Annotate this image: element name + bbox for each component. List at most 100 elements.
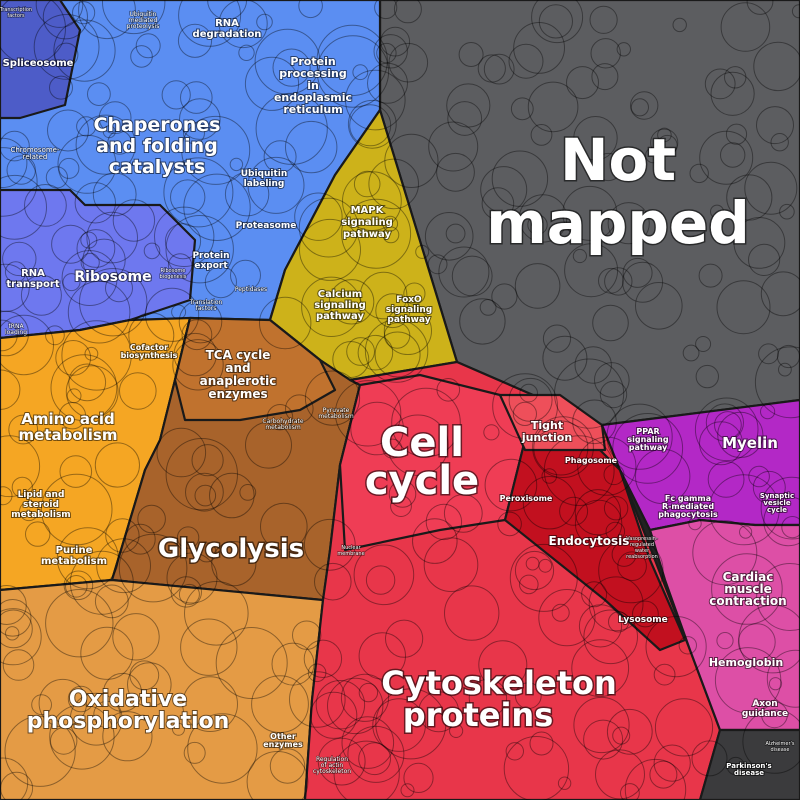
subcell xyxy=(678,636,697,655)
subcell xyxy=(80,231,98,249)
subcell xyxy=(606,403,673,470)
subcell xyxy=(525,556,540,571)
subcell xyxy=(492,373,558,440)
subcell xyxy=(367,62,408,104)
region-label: Glycolysis xyxy=(158,534,304,564)
subcell xyxy=(608,611,630,633)
subcell xyxy=(0,319,18,352)
subcell xyxy=(93,700,121,729)
region-label: Nuclear xyxy=(341,545,361,551)
subcell xyxy=(353,170,381,198)
region-label: Amino acid xyxy=(21,410,114,428)
subcell xyxy=(183,173,251,242)
subcell xyxy=(177,23,213,58)
subcell xyxy=(230,259,261,291)
subcell xyxy=(538,4,574,39)
region-label: cytoskeleton xyxy=(313,768,351,775)
subcell xyxy=(424,212,474,261)
subcell xyxy=(2,241,37,277)
subcell xyxy=(446,83,491,128)
region-label: Ribosome xyxy=(161,268,186,274)
subcell xyxy=(756,106,794,145)
subcell xyxy=(726,174,773,221)
subcell xyxy=(96,538,151,594)
subcell xyxy=(66,388,82,404)
subcell xyxy=(33,14,100,80)
subcell xyxy=(710,71,755,116)
region-tight-junction xyxy=(498,393,607,452)
subcell xyxy=(479,299,497,316)
region-label: cycle xyxy=(365,458,479,504)
region-label: membrane xyxy=(337,551,364,557)
region-label: TCA cycle xyxy=(206,348,271,362)
subcell xyxy=(527,214,548,235)
subcell xyxy=(393,0,422,24)
subcell xyxy=(744,161,798,215)
subcell xyxy=(574,346,612,384)
subcell xyxy=(468,678,508,718)
subcell xyxy=(624,758,687,800)
subcell xyxy=(173,332,217,377)
subcell xyxy=(254,28,321,95)
subcell xyxy=(612,726,631,745)
region-label: Chaperones xyxy=(94,114,221,136)
region-label: disease xyxy=(771,747,790,753)
subcell xyxy=(358,682,379,703)
subcell xyxy=(0,137,28,188)
subcell xyxy=(35,0,84,28)
subcell xyxy=(445,223,466,244)
subcell xyxy=(620,783,640,800)
subcell xyxy=(436,152,475,192)
subcell xyxy=(592,304,629,342)
subcell xyxy=(285,120,338,174)
subcell xyxy=(266,404,294,431)
region-label: in xyxy=(307,79,319,92)
region-label: Chromosome- xyxy=(10,146,59,154)
region-label: Peroxisome xyxy=(500,494,553,503)
subcell xyxy=(180,81,213,114)
subcell xyxy=(65,575,88,598)
subcell xyxy=(74,182,117,224)
subcell xyxy=(76,116,97,137)
subcell xyxy=(748,243,781,276)
region-label: water xyxy=(635,548,650,554)
subcell xyxy=(0,147,38,217)
subcell xyxy=(292,620,322,650)
subcell xyxy=(598,537,664,604)
subcell xyxy=(353,544,415,606)
region-label: pathway xyxy=(387,315,430,325)
subcell xyxy=(503,736,570,800)
subcell xyxy=(357,334,394,371)
subcell xyxy=(768,677,783,691)
subcell xyxy=(50,354,118,422)
subcell xyxy=(143,242,161,260)
subcell xyxy=(606,708,653,755)
subcell xyxy=(38,678,87,728)
subcell xyxy=(209,472,255,519)
region-label: factors xyxy=(196,305,217,312)
subcell xyxy=(512,401,538,426)
subcell xyxy=(415,244,430,259)
subcell xyxy=(164,223,202,260)
subcell xyxy=(45,589,114,658)
subcell xyxy=(689,163,709,184)
subcell xyxy=(645,616,707,678)
subcell xyxy=(388,42,429,83)
subcell xyxy=(0,609,33,649)
subcell xyxy=(80,626,134,680)
subcell xyxy=(0,314,54,376)
subcell xyxy=(682,344,700,362)
subcell xyxy=(657,134,678,156)
region-label: FoxO xyxy=(396,295,422,305)
subcell xyxy=(69,550,134,615)
region-label: Spliceosome xyxy=(3,58,74,69)
subcell xyxy=(630,98,650,117)
subcell xyxy=(622,257,653,288)
subcell xyxy=(0,757,29,800)
subcell xyxy=(6,155,36,185)
subcell xyxy=(387,414,449,476)
subcell xyxy=(589,5,618,34)
subcell xyxy=(527,81,579,133)
subcell xyxy=(316,35,390,108)
